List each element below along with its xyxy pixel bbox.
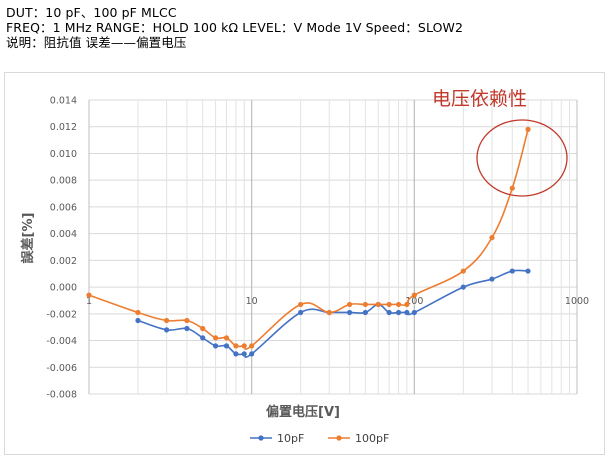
data-point-10pF [233, 351, 239, 357]
data-point-100pF [404, 301, 410, 308]
y-tick-label: 0.012 [50, 122, 77, 133]
y-tick-label: -0.006 [46, 363, 77, 374]
data-point-100pF [411, 292, 417, 298]
data-point-100pF [362, 301, 368, 308]
y-tick-label: 0.002 [50, 256, 77, 267]
data-point-10pF [386, 309, 392, 316]
series-line-100pF [88, 129, 529, 350]
y-tick-label: 0.014 [50, 96, 77, 107]
data-point-10pF [249, 351, 255, 357]
data-point-10pF [212, 343, 219, 349]
x-tick-label: 1 [86, 296, 92, 307]
data-point-100pF [233, 343, 239, 349]
data-point-100pF [326, 309, 332, 316]
x-tick-label: 100 [405, 296, 423, 307]
data-point-100pF [223, 335, 230, 341]
data-point-10pF [164, 327, 170, 333]
x-tick-label: 1000 [565, 296, 589, 307]
data-point-100pF [298, 301, 304, 308]
data-point-10pF [460, 284, 466, 290]
data-point-100pF [386, 301, 392, 308]
data-point-10pF [135, 317, 141, 324]
grid-lines [88, 99, 578, 395]
data-point-100pF [509, 185, 515, 191]
data-point-10pF [223, 343, 230, 349]
data-point-10pF [362, 309, 368, 316]
data-point-100pF [86, 292, 92, 298]
data-point-100pF [489, 235, 495, 241]
data-point-100pF [460, 268, 466, 274]
data-point-100pF [525, 126, 531, 132]
y-axis-label: 誤差[%] [20, 213, 36, 264]
data-point-10pF [347, 309, 353, 316]
data-point-100pF [164, 317, 170, 324]
data-point-10pF [411, 309, 417, 316]
series-line-10pF [137, 269, 529, 358]
description-line: 说明：阻抗值 误差——偏置电压 [6, 35, 187, 50]
header-text: DUT：10 pF、100 pF MLCC FREQ：1 MHz RANGE：H… [6, 5, 463, 50]
annotation-label: 电压依赖性 [432, 88, 528, 110]
legend-marker-100pF [336, 435, 342, 441]
y-tick-label: 0.000 [50, 283, 77, 294]
data-point-100pF [241, 343, 247, 349]
highlight-ellipse [476, 119, 568, 197]
y-tick-label: 0.006 [50, 202, 77, 213]
dut-line: DUT：10 pF、100 pF MLCC [6, 5, 177, 20]
data-point-100pF [135, 309, 141, 316]
data-point-10pF [298, 309, 304, 316]
data-point-10pF [404, 309, 410, 316]
legend-label-10pF: 10pF [277, 432, 304, 445]
data-point-10pF [200, 335, 206, 341]
x-tick-label: 10 [246, 296, 258, 307]
data-point-100pF [375, 301, 381, 308]
data-point-100pF [395, 301, 402, 308]
x-axis-label: 偏置电压[V] [266, 404, 340, 420]
y-tick-label: -0.002 [46, 309, 77, 320]
data-point-100pF [249, 343, 255, 349]
chart-frame [4, 72, 605, 455]
data-point-10pF [241, 351, 247, 357]
data-point-10pF [509, 268, 515, 274]
data-point-10pF [525, 268, 531, 274]
data-point-100pF [184, 317, 190, 324]
data-point-10pF [184, 325, 190, 332]
data-point-10pF [489, 276, 495, 282]
data-point-10pF [395, 309, 402, 316]
data-point-100pF [212, 335, 219, 341]
legend-marker-10pF [258, 435, 264, 441]
tick-labels: 0.014 0.012 0.010 0.008 0.006 0.004 0.002 0.000… [46, 96, 589, 401]
y-tick-label: 0.008 [50, 176, 77, 187]
y-tick-label: -0.004 [46, 336, 77, 347]
legend: 10pF 100pF [250, 432, 389, 445]
conditions-line: FREQ：1 MHz RANGE：HOLD 100 kΩ LEVEL：V Mod… [6, 20, 464, 35]
y-tick-label: 0.004 [50, 229, 77, 240]
data-point-100pF [200, 325, 206, 332]
legend-label-100pF: 100pF [355, 432, 389, 445]
y-tick-label: -0.008 [46, 390, 77, 401]
y-tick-label: 0.010 [50, 149, 77, 160]
series-group [86, 126, 531, 358]
data-point-100pF [347, 301, 353, 308]
